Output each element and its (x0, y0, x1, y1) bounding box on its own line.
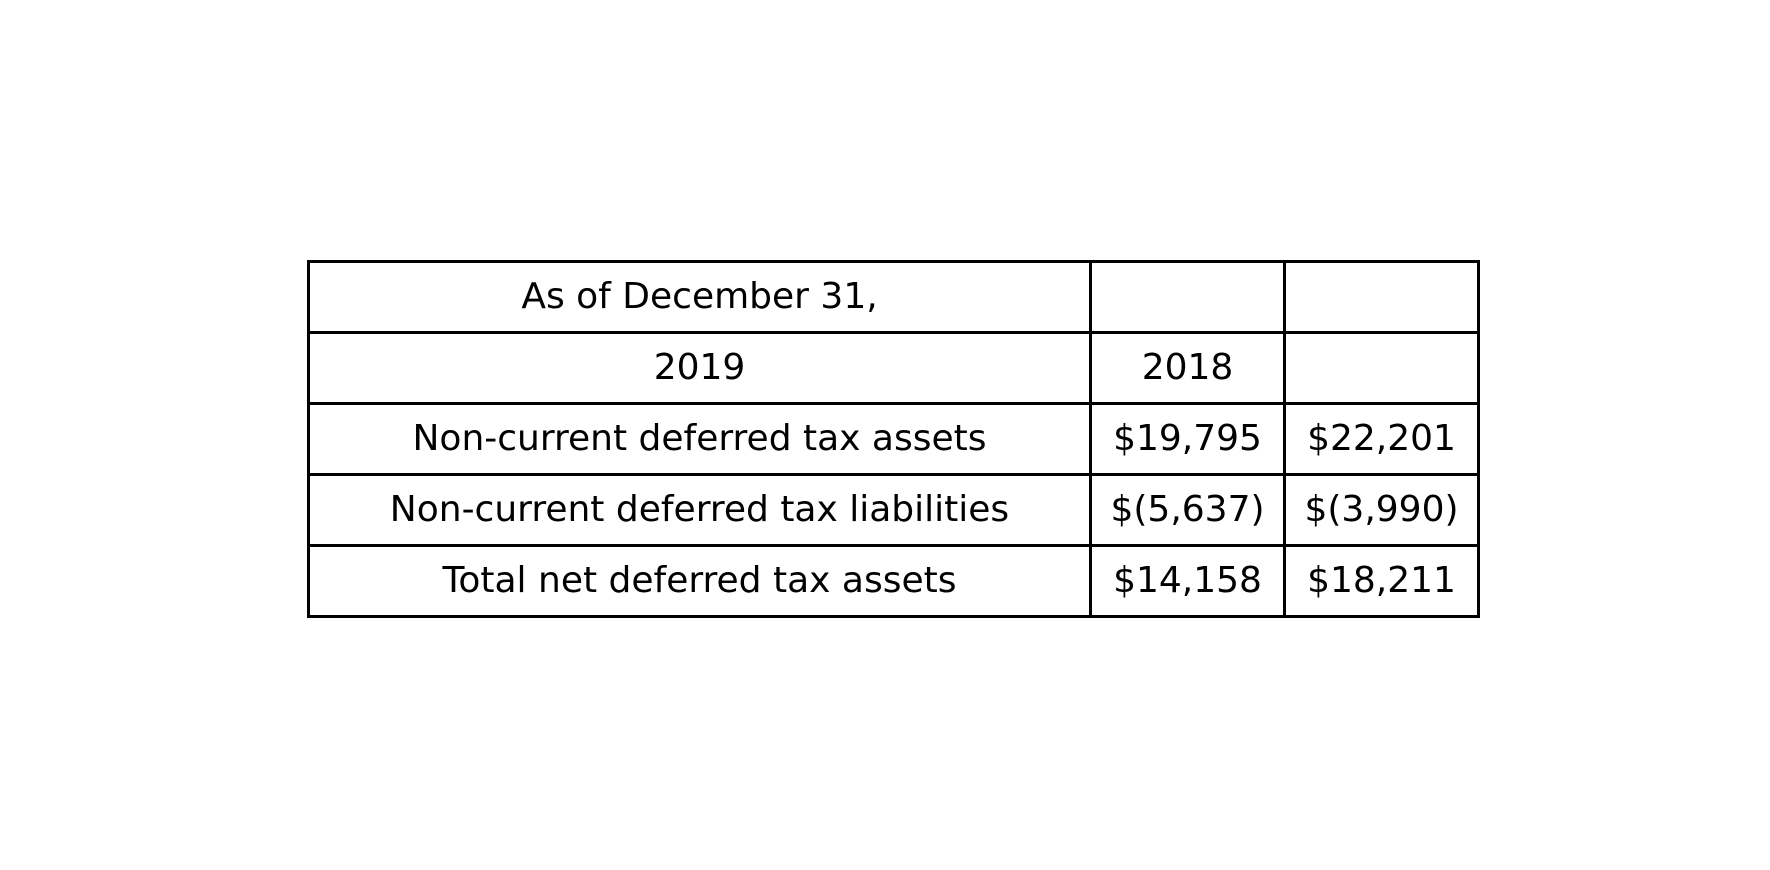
deferred-tax-table-container: As of December 31, 2019 2018 Non-current… (307, 260, 1480, 618)
table-row: 2019 2018 (307, 331, 1480, 405)
table-cell: Total net deferred tax assets (307, 544, 1092, 618)
table-cell: Non-current deferred tax assets (307, 402, 1092, 476)
table-cell: Non-current deferred tax liabilities (307, 473, 1092, 547)
table-cell: As of December 31, (307, 260, 1092, 334)
table-cell: $(5,637) (1089, 473, 1286, 547)
deferred-tax-table: As of December 31, 2019 2018 Non-current… (307, 260, 1480, 618)
table-cell (1283, 331, 1480, 405)
table-row: Total net deferred tax assets $14,158 $1… (307, 544, 1480, 618)
table-cell: $(3,990) (1283, 473, 1480, 547)
table-cell: 2018 (1089, 331, 1286, 405)
table-cell (1283, 260, 1480, 334)
table-cell: $22,201 (1283, 402, 1480, 476)
table-row: Non-current deferred tax assets $19,795 … (307, 402, 1480, 476)
table-row: Non-current deferred tax liabilities $(5… (307, 473, 1480, 547)
table-row: As of December 31, (307, 260, 1480, 334)
table-cell: $18,211 (1283, 544, 1480, 618)
table-cell: $14,158 (1089, 544, 1286, 618)
table-cell (1089, 260, 1286, 334)
table-cell: $19,795 (1089, 402, 1286, 476)
table-cell: 2019 (307, 331, 1092, 405)
